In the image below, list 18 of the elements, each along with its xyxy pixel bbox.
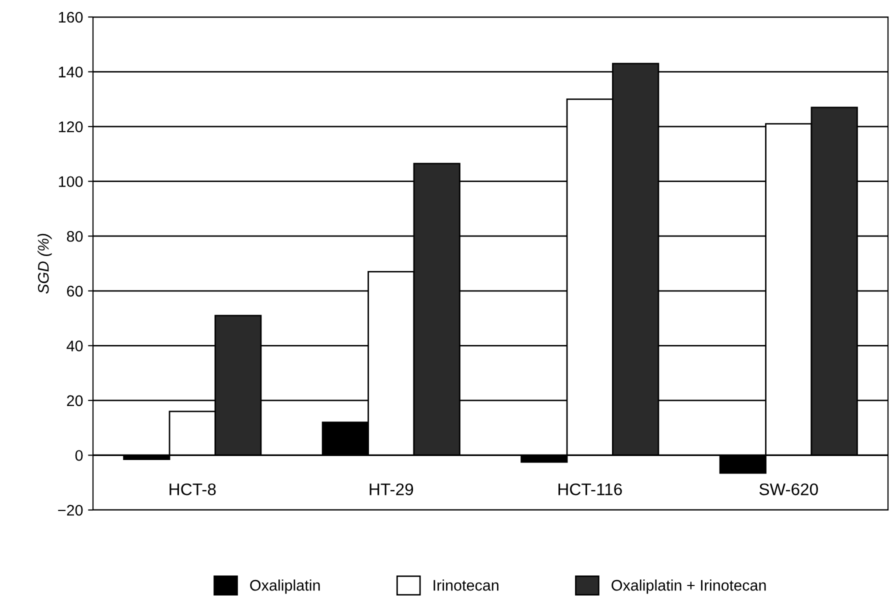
y-tick-label: 60 [67, 286, 83, 297]
y-tick-label: 40 [66, 340, 83, 352]
y-tick-label: 160 [58, 12, 83, 23]
y-tick-label: 80 [66, 230, 83, 242]
y-axis-title: SGD (%) [38, 234, 52, 294]
y-tick-label: −20 [58, 504, 83, 516]
legend-label: Oxaliplatin + Irinotecan [612, 580, 766, 594]
x-tick-label: HCT-8 [170, 483, 216, 496]
legend-label: Oxaliplatin [250, 580, 320, 594]
y-tick-label: 120 [58, 121, 83, 132]
y-tick-label: 0 [75, 450, 83, 461]
y-tick-label: 140 [58, 66, 83, 78]
y-tick-label: 20 [67, 395, 83, 406]
y-tick-label: 100 [58, 176, 83, 188]
legend-label: Irinotecan [434, 580, 498, 591]
x-tick-label: SW-620 [759, 483, 818, 496]
x-tick-label: HT-29 [370, 483, 414, 496]
x-tick-label: HCT-116 [558, 483, 622, 496]
